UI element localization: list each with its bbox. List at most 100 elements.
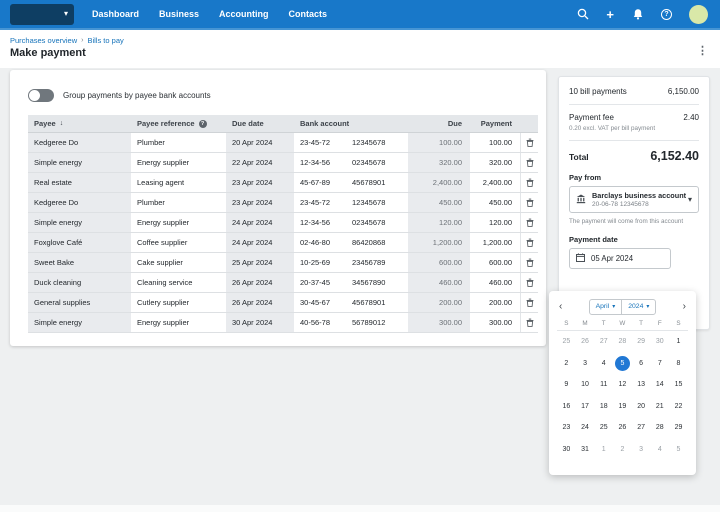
breadcrumb-bills-to-pay[interactable]: Bills to pay	[87, 36, 124, 45]
calendar-day[interactable]: 28	[618, 338, 627, 346]
delete-row-icon[interactable]	[520, 153, 538, 172]
org-selector[interactable]: ▾	[10, 3, 74, 25]
nav-item-contacts[interactable]: Contacts	[288, 9, 328, 19]
calendar-day[interactable]: 7	[657, 359, 662, 367]
payment-amount-cell[interactable]: 300.00	[489, 318, 512, 327]
payment-amount-cell[interactable]: 600.00	[489, 258, 512, 267]
calendar-day[interactable]: 2	[620, 445, 625, 453]
header-payment: Payment	[480, 119, 512, 128]
calendar-day[interactable]: 17	[581, 402, 589, 410]
table-row: Kedgeree Do Plumber 23 Apr 2024 23-45-72 123…	[28, 193, 538, 213]
delete-row-icon[interactable]	[520, 193, 538, 212]
calendar-day-selected[interactable]: 5	[613, 353, 632, 375]
payments-table: Payee ↓ Payee reference ? Due date Bank …	[28, 115, 538, 333]
delete-row-icon[interactable]	[520, 173, 538, 192]
user-avatar[interactable]	[689, 4, 708, 24]
payment-fee-value: 2.40	[683, 113, 699, 122]
calendar-day[interactable]: 3	[583, 359, 587, 367]
calendar-day[interactable]: 6	[639, 359, 644, 367]
delete-row-icon[interactable]	[520, 213, 538, 232]
notifications-bell-icon[interactable]	[631, 8, 644, 21]
delete-row-icon[interactable]	[520, 133, 538, 152]
payee-cell: Simple energy	[28, 313, 131, 332]
delete-row-icon[interactable]	[520, 293, 538, 312]
calendar-prev-month-icon[interactable]: ‹	[559, 300, 563, 312]
calendar-day[interactable]: 21	[655, 402, 664, 410]
calendar-day[interactable]: 9	[564, 381, 569, 389]
pay-from-select[interactable]: Barclays business account 20-06-78 12345…	[569, 186, 699, 213]
nav-item-dashboard[interactable]: Dashboard	[92, 9, 140, 19]
payment-fee-row: Payment fee 2.40	[569, 113, 699, 122]
payment-amount-cell[interactable]: 460.00	[489, 278, 512, 287]
calendar-day[interactable]: 27	[637, 424, 645, 432]
payment-fee-label: Payment fee	[569, 113, 614, 122]
calendar-day[interactable]: 29	[674, 424, 683, 432]
pay-from-helper-text: The payment will come from this account	[569, 218, 684, 225]
payment-date-input[interactable]: 05 Apr 2024	[569, 248, 671, 269]
info-icon[interactable]: ?	[198, 119, 207, 128]
account-number-cell: 45678901	[352, 298, 386, 307]
due-date-cell: 26 Apr 2024	[226, 293, 294, 312]
calendar-day[interactable]: 25	[599, 424, 608, 432]
calendar-day[interactable]: 26	[581, 338, 589, 346]
calendar-day[interactable]: 25	[562, 338, 571, 346]
calendar-day[interactable]: 27	[599, 338, 608, 346]
payment-amount-cell[interactable]: 1,200.00	[482, 238, 512, 247]
nav-item-accounting[interactable]: Accounting	[219, 9, 269, 19]
calendar-day[interactable]: 1	[676, 338, 681, 346]
calendar-day[interactable]: 18	[599, 402, 608, 410]
due-date-cell: 30 Apr 2024	[226, 313, 294, 332]
calendar-day[interactable]: 4	[657, 445, 662, 453]
calendar-day[interactable]: 30	[562, 445, 571, 453]
calendar-day[interactable]: 13	[637, 381, 645, 389]
delete-row-icon[interactable]	[520, 233, 538, 252]
group-payments-toggle[interactable]	[28, 89, 54, 102]
payment-amount-cell[interactable]: 100.00	[489, 138, 512, 147]
calendar-day[interactable]: 4	[601, 359, 606, 367]
calendar-day[interactable]: 5	[676, 445, 681, 453]
help-icon[interactable]: ?	[661, 8, 672, 20]
calendar-day[interactable]: 28	[655, 424, 664, 432]
delete-row-icon[interactable]	[520, 313, 538, 332]
calendar-day[interactable]: 31	[581, 445, 589, 453]
calendar-day[interactable]: 15	[674, 381, 683, 389]
payment-amount-cell[interactable]: 450.00	[489, 198, 512, 207]
payment-amount-cell[interactable]: 2,400.00	[482, 178, 512, 187]
calendar-day[interactable]: 14	[655, 381, 664, 389]
payment-amount-cell[interactable]: 120.00	[489, 218, 512, 227]
calendar-year-select[interactable]: 2024 ▾	[621, 299, 655, 314]
calendar-day[interactable]: 1	[601, 445, 606, 453]
calendar-day-header: T	[639, 320, 644, 327]
payment-amount-cell[interactable]: 320.00	[489, 158, 512, 167]
calendar-day[interactable]: 24	[581, 424, 589, 432]
delete-row-icon[interactable]	[520, 253, 538, 272]
search-icon[interactable]	[576, 8, 589, 21]
due-amount-cell: 2,400.00	[408, 173, 470, 192]
calendar-day[interactable]: 11	[600, 381, 608, 389]
header-payee[interactable]: Payee ↓	[34, 119, 64, 128]
delete-row-icon[interactable]	[520, 273, 538, 292]
calendar-day[interactable]: 3	[639, 445, 644, 453]
calendar-day[interactable]: 22	[674, 402, 683, 410]
calendar-day[interactable]: 2	[564, 359, 569, 367]
calendar-day[interactable]: 19	[618, 402, 627, 410]
overflow-menu-icon[interactable]: ⋮	[697, 45, 708, 57]
calendar-day[interactable]: 26	[618, 424, 627, 432]
add-icon[interactable]: +	[606, 6, 614, 22]
calendar-day[interactable]: 12	[618, 381, 627, 389]
calendar-day[interactable]: 29	[637, 338, 645, 346]
calendar-day[interactable]: 20	[637, 402, 645, 410]
calendar-week: 30 31 1 2 3 4 5	[557, 439, 688, 461]
calendar-day[interactable]: 10	[581, 381, 589, 389]
calendar-month-select[interactable]: April ▾	[590, 300, 622, 314]
nav-item-business[interactable]: Business	[159, 9, 200, 19]
calendar-day[interactable]: 16	[562, 402, 571, 410]
calendar-day[interactable]: 8	[676, 359, 681, 367]
calendar-day[interactable]: 23	[562, 424, 571, 432]
calendar-day[interactable]: 30	[655, 338, 664, 346]
calendar-next-month-icon[interactable]: ›	[682, 300, 686, 312]
calendar-year-value: 2024	[628, 303, 644, 310]
breadcrumb-purchases-overview[interactable]: Purchases overview	[10, 36, 78, 45]
payment-amount-cell[interactable]: 200.00	[489, 298, 512, 307]
payment-summary-card: 10 bill payments 6,150.00 Payment fee 2.…	[558, 76, 710, 330]
